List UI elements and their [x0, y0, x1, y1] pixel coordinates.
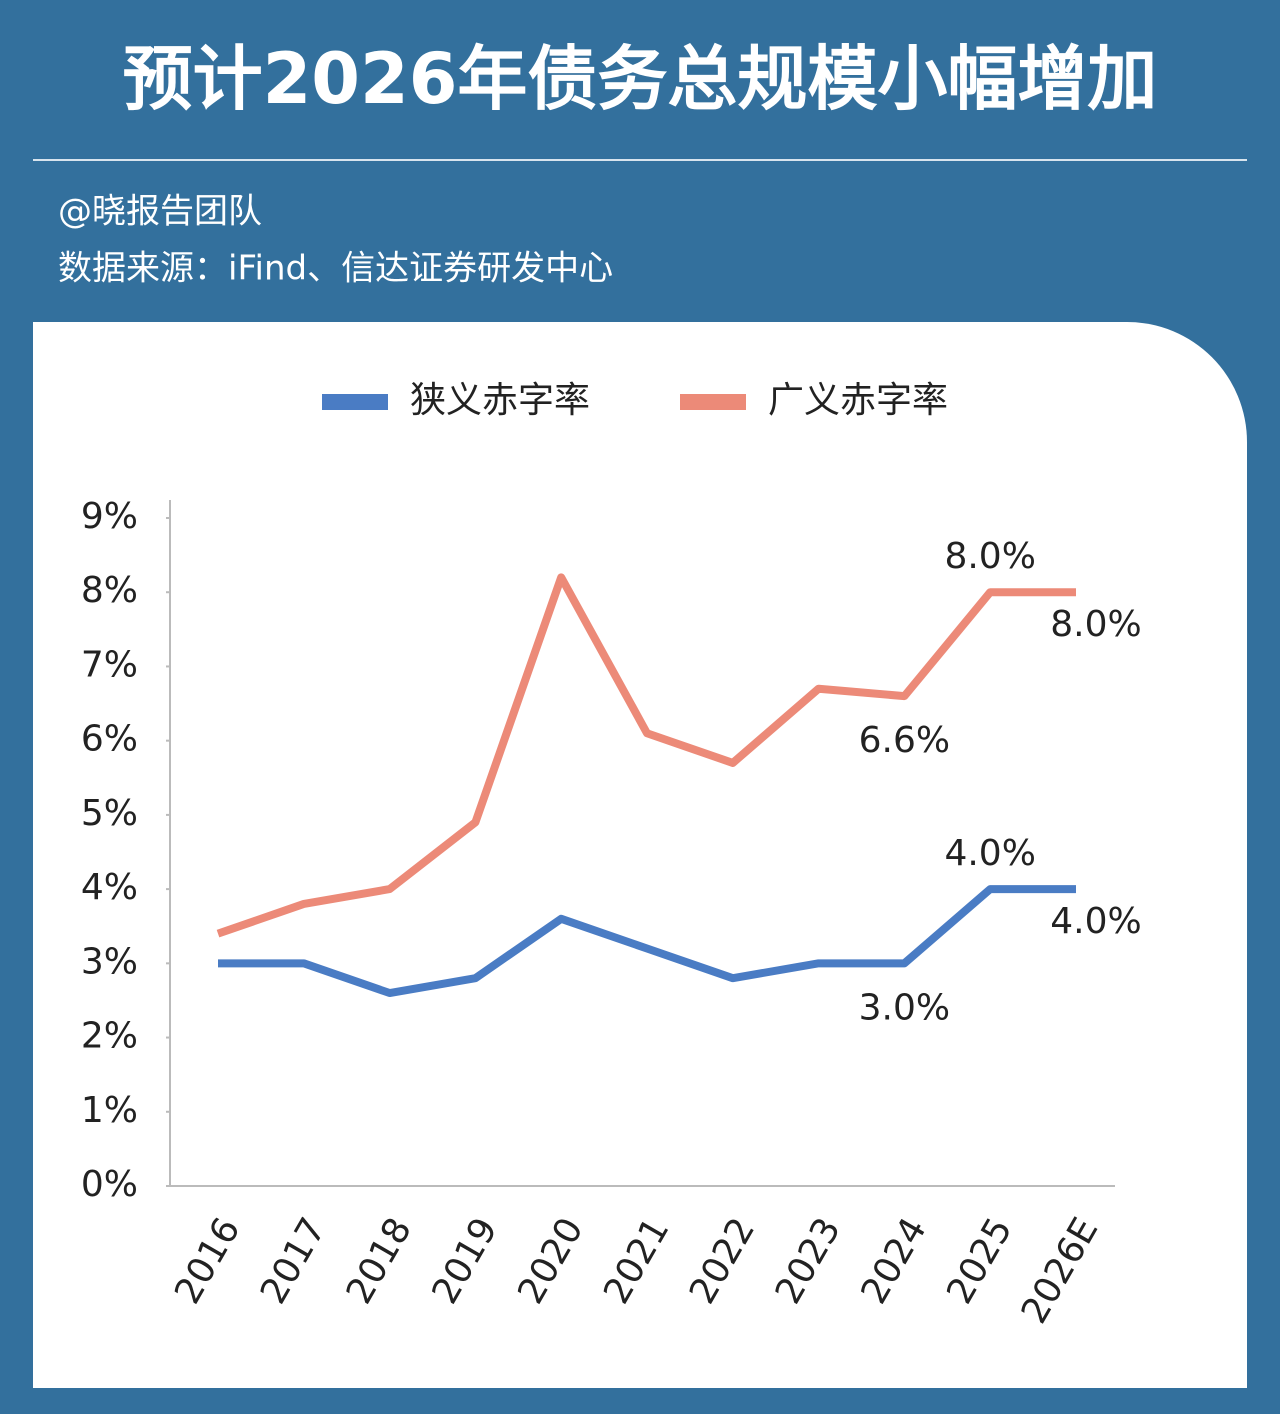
- data-label: 4.0%: [944, 833, 1035, 874]
- y-tick-label: 3%: [81, 941, 138, 982]
- legend-label: 狭义赤字率: [410, 380, 590, 421]
- legend-label: 广义赤字率: [768, 380, 948, 421]
- y-tick-label: 9%: [81, 496, 138, 537]
- y-tick-label: 7%: [81, 644, 138, 685]
- y-tick-label: 4%: [81, 867, 138, 908]
- data-label: 8.0%: [944, 536, 1035, 577]
- author: @晓报告团队: [58, 192, 262, 232]
- y-tick-label: 2%: [81, 1016, 138, 1057]
- data-label: 4.0%: [1050, 901, 1141, 942]
- y-tick-label: 0%: [81, 1164, 138, 1205]
- title: 预计2026年债务总规模小幅增加: [123, 38, 1158, 120]
- y-tick-label: 8%: [81, 570, 138, 611]
- series-line: [216, 573, 1076, 938]
- source: 数据来源：iFind、信达证券研发中心: [58, 249, 613, 289]
- legend-swatch: [322, 394, 388, 410]
- chart-panel: [33, 322, 1247, 1388]
- data-label: 3.0%: [859, 987, 950, 1028]
- y-tick-label: 6%: [81, 719, 138, 760]
- data-label: 6.6%: [859, 720, 950, 761]
- y-tick-label: 1%: [81, 1090, 138, 1131]
- data-label: 8.0%: [1050, 604, 1141, 645]
- series-line: [218, 885, 1076, 998]
- y-tick-label: 5%: [81, 793, 138, 834]
- legend-swatch: [680, 394, 746, 410]
